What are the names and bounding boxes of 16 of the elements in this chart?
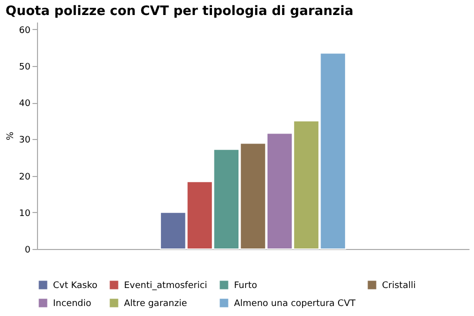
- chart-title: Quota polizze con CVT per tipologia di garanzia: [6, 4, 354, 19]
- y-tick-label: 40: [19, 99, 31, 110]
- y-axis-title: %: [6, 131, 16, 140]
- legend-label: Incendio: [53, 299, 92, 309]
- y-tick-label: 20: [19, 172, 31, 182]
- y-tick-label: 60: [19, 26, 31, 36]
- legend-label: Altre garanzie: [124, 299, 188, 309]
- legend-label: Furto: [234, 281, 258, 291]
- y-tick-label: 30: [19, 136, 31, 146]
- legend-label: Cvt Kasko: [53, 281, 98, 291]
- y-tick-label: 10: [19, 208, 31, 219]
- y-tick-label: 0: [24, 246, 31, 256]
- legend-label: Eventi_atmosferici: [124, 281, 208, 291]
- legend-label: Cristalli: [382, 281, 416, 291]
- legend-label: Almeno una copertura CVT: [234, 299, 356, 309]
- y-tick-label: 50: [19, 62, 31, 72]
